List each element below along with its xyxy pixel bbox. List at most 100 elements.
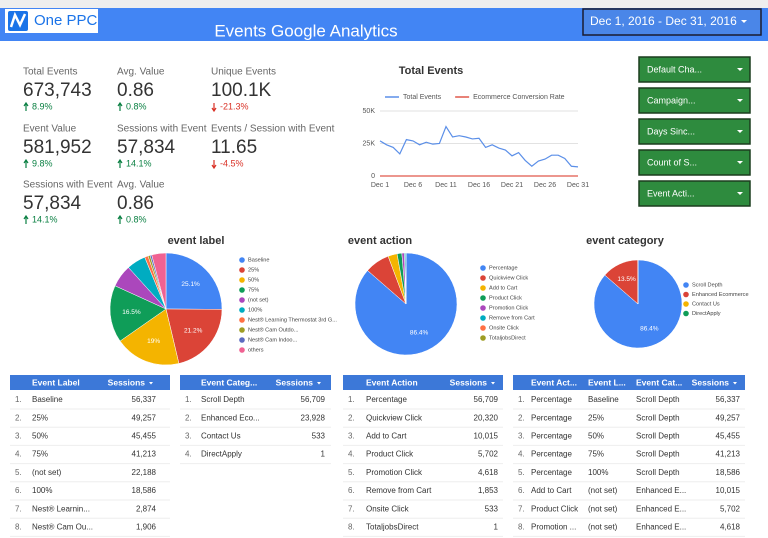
row-index: 6. [15, 486, 22, 495]
row-index: 8. [348, 523, 355, 532]
legend-label: 100% [248, 307, 262, 313]
date-range-box[interactable] [582, 8, 762, 36]
row-index: 1. [185, 395, 192, 404]
scorecard-change: 8.9% [32, 101, 53, 111]
table-cell: Nest® Cam Ou... [32, 523, 93, 532]
table-cell: 56,709 [474, 395, 499, 404]
scorecard-label: Event Value [23, 124, 77, 135]
table-cell: Add to Cart [531, 486, 572, 495]
column-header[interactable]: Sessions [692, 377, 730, 387]
table-cell: 75% [32, 450, 48, 459]
table-cell: Promotion ... [531, 523, 576, 532]
legend-label: Scroll Depth [692, 282, 722, 288]
row-index: 2. [348, 413, 355, 422]
column-header[interactable]: Event Cat... [636, 377, 682, 387]
column-header[interactable]: Event Label [32, 377, 80, 387]
dropdown-arrow [741, 20, 747, 23]
scorecard-label: Avg. Value [117, 180, 165, 191]
row-index: 3. [348, 432, 355, 441]
filter-control[interactable] [638, 87, 751, 114]
table-cell: Contact Us [201, 432, 241, 441]
table-cell: Product Click [366, 450, 414, 459]
scorecard-change: 0.8% [126, 101, 147, 111]
filter-label[interactable]: Count of S... [647, 157, 697, 167]
scorecard-value: 0.86 [117, 80, 154, 101]
column-header[interactable]: Event L... [588, 377, 626, 387]
table-cell: 41,213 [716, 450, 741, 459]
series-line [379, 125, 579, 168]
dropdown-arrow [737, 130, 743, 133]
column-header[interactable]: Event Action [366, 377, 418, 387]
table-cell: Percentage [366, 395, 407, 404]
y-tick-label: 25K [363, 140, 376, 147]
table-cell: Remove from Cart [366, 486, 432, 495]
x-tick-label: Dec 16 [468, 182, 490, 189]
table-cell: 10,015 [716, 486, 741, 495]
change-arrow [211, 103, 217, 113]
x-tick-label: Dec 31 [567, 182, 589, 189]
table-cell: Baseline [588, 395, 619, 404]
scorecard-label: Unique Events [211, 67, 276, 78]
filter-control[interactable] [638, 149, 751, 176]
filter-label[interactable]: Event Acti... [647, 188, 695, 198]
column-header[interactable]: Event Act... [531, 377, 577, 387]
legend-label: (not set) [248, 297, 269, 303]
row-index: 2. [185, 413, 192, 422]
row-index: 5. [518, 468, 525, 477]
column-header[interactable]: Event Categ... [201, 377, 257, 387]
table-cell: 56,709 [301, 395, 326, 404]
filter-control[interactable] [638, 118, 751, 145]
table-cell: 100% [32, 486, 52, 495]
legend-swatch [480, 305, 486, 311]
date-range[interactable]: Dec 1, 2016 - Dec 31, 2016 [590, 14, 737, 28]
pie-slice [165, 252, 223, 310]
slice-label: 19% [147, 338, 160, 345]
column-header[interactable]: Sessions [108, 377, 146, 387]
filter-control[interactable] [638, 180, 751, 207]
table-header [343, 375, 503, 390]
legend-label: 50% [248, 277, 259, 283]
change-arrow [23, 101, 29, 111]
change-arrow [23, 158, 29, 168]
legend-swatch [239, 257, 245, 263]
legend-label: TotaljobsDirect [489, 335, 526, 341]
row-index: 2. [15, 413, 22, 422]
table-cell: 20,320 [474, 413, 499, 422]
legend-swatch [683, 282, 689, 288]
legend-label: Contact Us [692, 301, 720, 307]
legend-label: Total Events [403, 94, 442, 101]
table-cell: 533 [485, 504, 499, 513]
legend-label: Baseline [248, 257, 269, 263]
legend-swatch [239, 267, 245, 273]
dropdown-arrow [737, 99, 743, 102]
legend-swatch [239, 297, 245, 303]
column-header[interactable]: Sessions [276, 377, 314, 387]
table-cell: Scroll Depth [636, 450, 680, 459]
scorecard-value: 11.65 [211, 137, 257, 158]
table-header [10, 375, 170, 390]
scorecard-value: 57,834 [117, 137, 176, 158]
table-cell: TotaljobsDirect [366, 523, 419, 532]
table-cell: 1 [321, 450, 326, 459]
table-cell: (not set) [588, 486, 618, 495]
table-cell: Promotion Click [366, 468, 423, 477]
filter-label[interactable]: Default Cha... [647, 64, 702, 74]
column-header[interactable]: Sessions [450, 377, 488, 387]
table-cell: (not set) [588, 504, 618, 513]
table-cell: Enhanced Eco... [201, 413, 260, 422]
change-arrow [23, 214, 29, 224]
filter-control[interactable] [638, 56, 751, 83]
pie-slice [593, 259, 683, 349]
table-cell: 50% [588, 432, 604, 441]
filter-label[interactable]: Campaign... [647, 95, 696, 105]
table-cell: 49,257 [716, 413, 741, 422]
legend-label: Add to Cart [489, 285, 518, 291]
y-tick-label: 0 [371, 173, 375, 180]
pie-slice [119, 308, 180, 366]
table-cell: Scroll Depth [636, 432, 680, 441]
change-arrow [117, 101, 123, 111]
filter-label[interactable]: Days Sinc... [647, 126, 695, 136]
table-cell: (not set) [32, 468, 62, 477]
sort-arrow [317, 382, 321, 385]
logo-mark [9, 11, 27, 28]
